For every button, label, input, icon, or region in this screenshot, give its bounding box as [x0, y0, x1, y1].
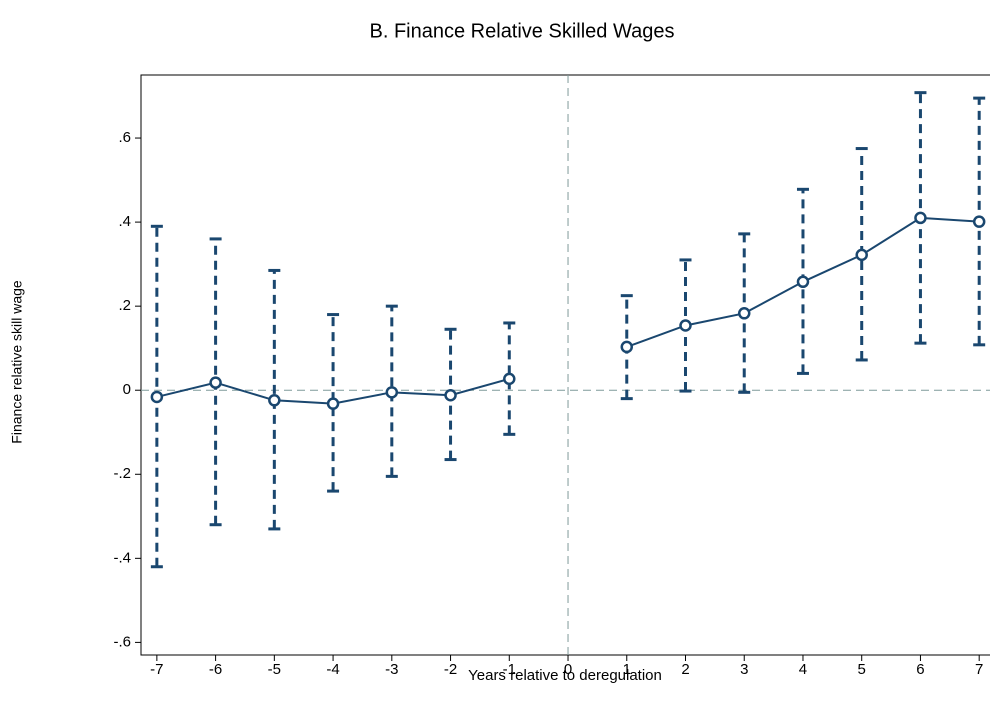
x-tick-label: -3: [385, 661, 398, 678]
point: [385, 386, 399, 399]
point: [972, 215, 986, 228]
point: [503, 372, 516, 386]
x-tick-label: -2: [444, 661, 457, 678]
point: [326, 397, 340, 410]
x-tick-label: -6: [209, 661, 222, 678]
x-tick-label: -5: [268, 661, 281, 678]
x-tick-label: -1: [503, 661, 516, 678]
point: [620, 340, 634, 354]
y-tick-label: .4: [118, 213, 131, 230]
y-tick-label: 0: [123, 381, 131, 398]
point: [150, 390, 164, 404]
x-tick-label: 2: [681, 661, 689, 678]
y-tick-label: .6: [118, 129, 131, 146]
x-tick-label: 4: [799, 661, 807, 678]
x-tick-label: 6: [916, 661, 924, 678]
point: [914, 211, 927, 225]
x-axis-label: Years relative to deregulation: [468, 667, 662, 684]
x-tick-label: 0: [564, 661, 572, 678]
point: [796, 275, 810, 289]
y-tick-label: -.6: [113, 633, 131, 650]
y-tick-label: .2: [118, 297, 131, 314]
point: [737, 307, 751, 320]
y-tick-label: -.2: [113, 465, 131, 482]
y-tick-label: -.4: [113, 549, 131, 566]
x-tick-label: -4: [326, 661, 339, 678]
x-tick-label: 3: [740, 661, 748, 678]
point: [855, 248, 868, 262]
x-tick-label: 7: [975, 661, 983, 678]
point: [679, 319, 692, 332]
point: [268, 394, 281, 407]
x-tick-label: -7: [150, 661, 163, 678]
point: [444, 389, 457, 402]
plot-frame: [140, 74, 990, 656]
y-axis-label: Finance relative skill wage: [9, 280, 25, 444]
point: [209, 376, 222, 389]
x-tick-label: 1: [623, 661, 631, 678]
x-tick-label: 5: [858, 661, 866, 678]
chart-title: B. Finance Relative Skilled Wages: [370, 20, 675, 42]
